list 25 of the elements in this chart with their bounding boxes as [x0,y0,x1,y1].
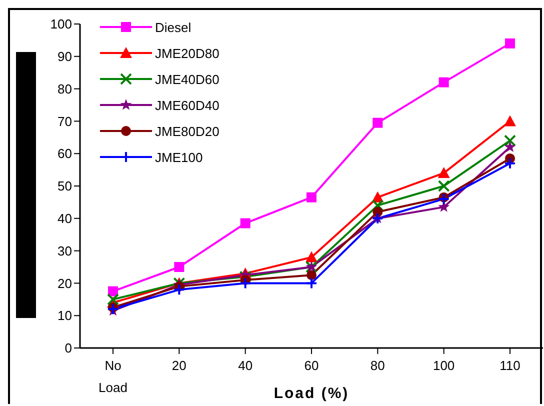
y-tick-label: 70 [58,114,72,129]
y-tick-label: 80 [58,81,72,96]
legend-label: Diesel [155,20,192,34]
y-tick-label: 20 [58,276,72,291]
y-tick-label: 10 [58,308,72,324]
legend-label: JME40D60 [155,72,220,86]
legend-label: JME100 [155,150,203,164]
y-tick-label: 90 [58,49,72,64]
y-tick-label: 50 [58,178,72,194]
y-tick-label: 40 [58,211,72,226]
legend-label: JME60D40 [155,98,220,112]
y-tick-label: 100 [50,16,72,32]
x-tick-label: 100 [432,358,455,373]
x-axis-title: Load (%) [274,385,350,402]
y-tick-label: 0 [64,340,72,356]
legend-label: JME80D20 [155,124,220,138]
x-tick-label: 60 [304,358,319,373]
legend-label: JME20D80 [155,46,220,60]
x-tick-label: 20 [172,358,186,373]
x-tick-label: No Load [98,358,128,395]
x-tick-label: 110 [500,358,520,373]
y-tick-label: 30 [58,243,72,258]
y-tick-label: 60 [58,146,72,162]
x-tick-label: 80 [370,358,385,373]
x-tick-label: 40 [238,358,253,373]
